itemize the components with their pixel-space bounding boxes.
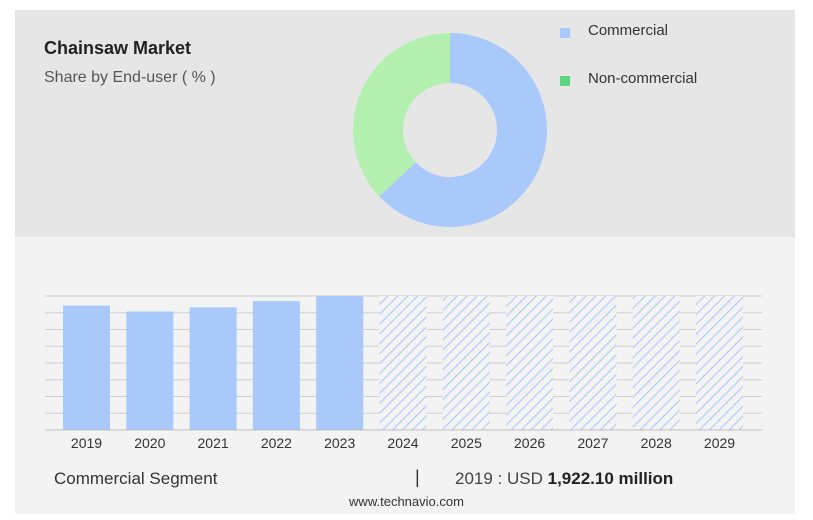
x-tick-label: 2025: [451, 435, 482, 451]
bar-2022: [252, 301, 300, 430]
bar-2021: [189, 307, 237, 430]
bar-2020: [126, 311, 174, 430]
x-tick-label: 2024: [387, 435, 418, 451]
x-tick-label: 2023: [324, 435, 355, 451]
x-tick-label: 2019: [71, 435, 102, 451]
legend-swatch-non-commercial: [560, 76, 570, 86]
source-link[interactable]: www.technavio.com: [349, 494, 464, 509]
forecast-bar-2026: [506, 296, 554, 430]
donut-slice-commercial: [379, 33, 547, 227]
bar-2019: [63, 305, 110, 430]
chart-title: Chainsaw Market: [44, 38, 192, 58]
x-tick-label: 2020: [134, 435, 165, 451]
x-tick-label: 2022: [261, 435, 292, 451]
x-tick-label: 2028: [641, 435, 672, 451]
legend-label: Non-commercial: [588, 70, 698, 87]
forecast-bar-2028: [632, 296, 680, 430]
bar-chart: 2019 2020 2021 2022 2023 2024 2025 2026 2027 2028…: [45, 295, 762, 451]
value-prefix: 2019 : USD: [455, 469, 543, 488]
x-tick-label: 2021: [198, 435, 229, 451]
bar-2023: [316, 296, 364, 430]
x-tick-label: 2027: [577, 435, 608, 451]
forecast-bar-2024: [379, 296, 427, 430]
legend-label: Commercial: [588, 22, 669, 39]
footer-separator: |: [415, 467, 420, 487]
chart-subtitle: Share by End-user ( % ): [44, 69, 216, 86]
value-amount: 1,922.10 million: [547, 469, 674, 488]
segment-value: 2019 : USD 1,922.10 million: [455, 469, 673, 489]
x-tick-label: 2029: [704, 435, 735, 451]
legend-swatch-commercial: [560, 28, 570, 38]
forecast-bar-2029: [696, 296, 743, 430]
donut-chart: [353, 33, 547, 227]
segment-name: Commercial Segment: [54, 469, 218, 488]
donut-slice-non-commercial: [353, 33, 450, 197]
x-tick-label: 2026: [514, 435, 545, 451]
forecast-bar-2025: [442, 296, 490, 430]
forecast-bar-2027: [569, 296, 617, 430]
